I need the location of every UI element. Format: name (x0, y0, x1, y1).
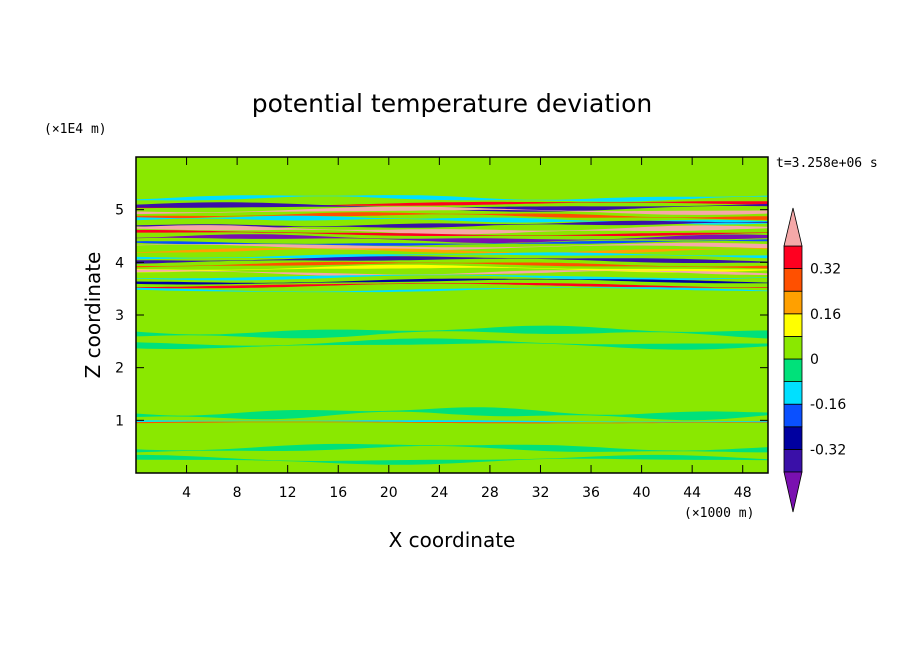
contour-bands (136, 190, 768, 465)
colorbar-box-6 (783, 313, 803, 337)
x-tick-label-2: 12 (279, 485, 297, 501)
colorbar-box-1 (783, 426, 803, 450)
contour-band-5 (136, 396, 768, 408)
colorbar-box-3 (783, 381, 803, 405)
contour-band-13 (136, 304, 768, 315)
colorbar-top-triangle (783, 207, 803, 247)
contour-band-37 (136, 282, 768, 289)
x-tick-label-3: 16 (329, 485, 347, 501)
x-axis: 4 8 12 16 20 24 28 32 36 40 44 48 (182, 157, 752, 501)
contour-band-11 (136, 325, 768, 339)
chart-title: potential temperature deviation (252, 89, 652, 118)
x-tick-label-8: 36 (582, 485, 600, 501)
contour-band-29 (136, 248, 768, 254)
contour-band-9 (136, 349, 768, 362)
colorbar-label-4: -0.32 (810, 442, 846, 458)
y-axis: 1 2 3 4 5 (115, 203, 768, 429)
contour-band-12 (136, 313, 768, 328)
contour-band-38 (136, 287, 768, 293)
x-tick-label-5: 24 (430, 485, 448, 501)
colorbar-label-1: 0.16 (810, 307, 841, 323)
x-tick-label-10: 44 (683, 485, 701, 501)
colorbar-box-4 (783, 358, 803, 383)
colorbar-label-3: -0.16 (810, 397, 846, 413)
plot-area (136, 157, 768, 473)
colorbar-label-2: 0 (810, 352, 819, 368)
y-tick-label-4: 5 (115, 203, 124, 219)
x-tick-label-1: 8 (233, 485, 242, 501)
y-axis-unit: (×1E4 m) (44, 122, 107, 137)
contour-band-30 (136, 252, 768, 260)
contour-band-22 (136, 215, 768, 225)
y-tick-label-2: 3 (115, 308, 124, 324)
colorbar-box-5 (783, 335, 803, 360)
x-tick-label-11: 48 (734, 485, 752, 501)
contour-band-1 (136, 443, 768, 453)
y-axis-label: Z coordinate (81, 252, 105, 379)
contour-band-6 (136, 384, 768, 396)
x-axis-label: X coordinate (389, 528, 516, 552)
x-tick-label-0: 4 (182, 485, 191, 501)
contour-band-25 (136, 229, 768, 236)
contour-band-32 (136, 261, 768, 269)
x-axis-unit: (×1000 m) (684, 506, 754, 521)
contour-band-17 (136, 195, 768, 202)
contour-band-34 (136, 269, 768, 276)
contour-band-18 (136, 201, 768, 209)
contour-band-20 (136, 206, 768, 215)
x-tick-label-6: 28 (481, 485, 499, 501)
colorbar-label-0: 0.32 (810, 262, 841, 278)
x-tick-label-7: 32 (532, 485, 550, 501)
contour-band-24 (136, 225, 768, 235)
contour-band-7 (136, 374, 768, 383)
contour-band-10 (136, 338, 768, 350)
contour-band-21 (136, 212, 768, 220)
contour-band-27 (136, 239, 768, 246)
x-tick-label-4: 20 (380, 485, 398, 501)
colorbar-bottom-triangle (783, 471, 803, 513)
contour-band-8 (136, 360, 768, 374)
contour-band-14 (136, 420, 768, 423)
contour-band-2 (136, 431, 768, 444)
y-tick-label-0: 1 (115, 413, 124, 429)
y-tick-label-3: 4 (115, 255, 124, 271)
contour-band-35 (136, 274, 768, 281)
contour-band-28 (136, 242, 768, 251)
contour-band-23 (136, 220, 768, 229)
colorbar-box-9 (783, 245, 803, 270)
colorbar: 0.32 0.16 0 -0.16 -0.32 (783, 207, 846, 513)
contour-band-4 (136, 407, 768, 421)
time-label: t=3.258e+06 s (776, 156, 878, 171)
colorbar-box-2 (783, 403, 803, 428)
contour-band-31 (136, 256, 768, 264)
contour-band-0 (136, 454, 768, 465)
contour-band-19 (136, 202, 768, 212)
colorbar-box-0 (783, 448, 803, 473)
contour-band-15 (136, 421, 768, 424)
colorbar-box-7 (783, 290, 803, 315)
contour-band-26 (136, 234, 768, 244)
colorbar-box-8 (783, 268, 803, 292)
contour-band-36 (136, 278, 768, 285)
x-tick-label-9: 40 (633, 485, 651, 501)
y-tick-label-1: 2 (115, 361, 124, 377)
